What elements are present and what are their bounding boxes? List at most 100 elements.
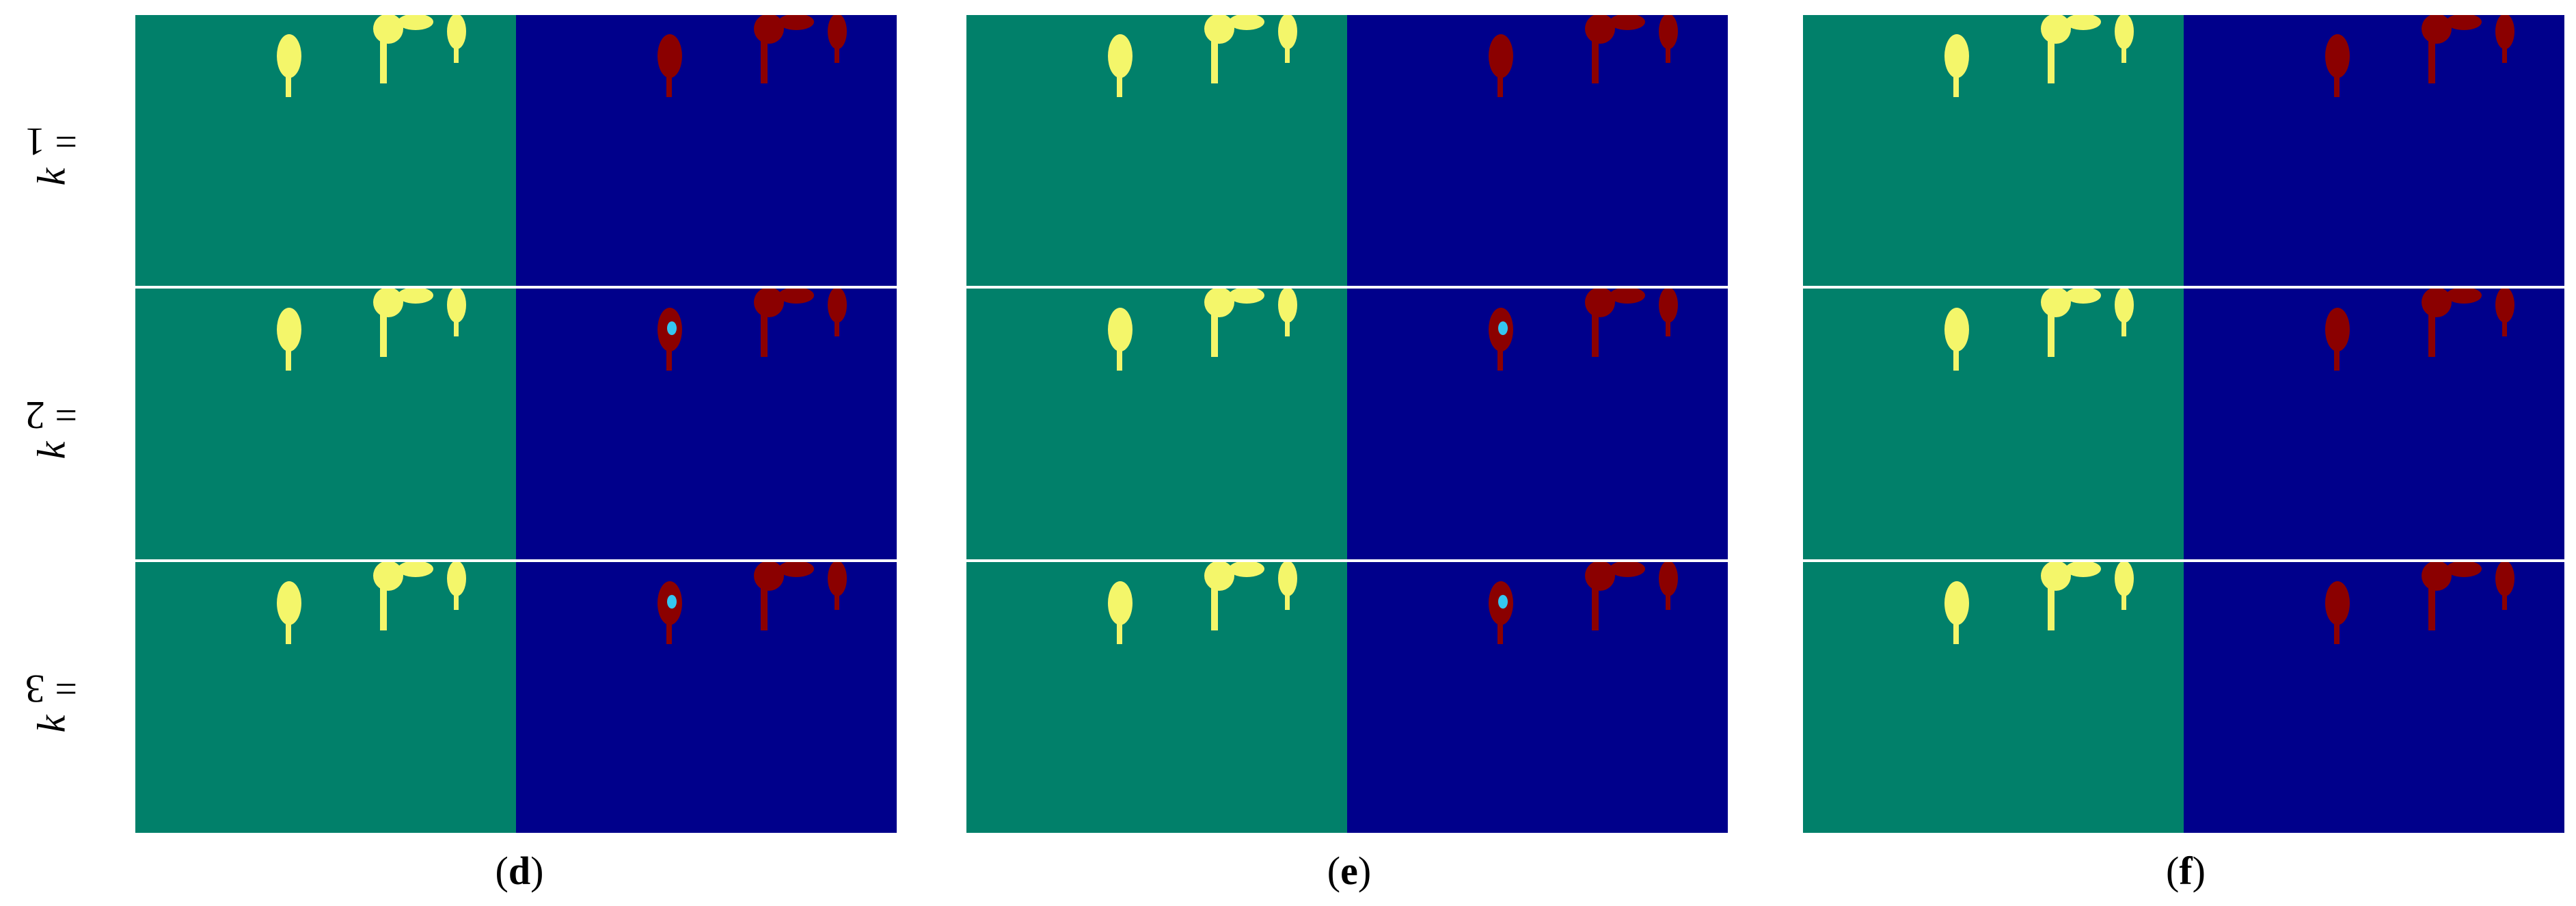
heatmap-blob: [2115, 289, 2134, 323]
heatmap-blob: [828, 562, 847, 596]
heatmap-blob: [1278, 289, 1297, 323]
heatmap-blob: [1610, 562, 1645, 577]
heatmap-blob: [1953, 617, 1959, 644]
heatmap-blob: [1117, 70, 1122, 97]
heatmap-blob: [1278, 15, 1297, 49]
heatmap-blob: [1211, 576, 1218, 630]
heatmap-blob: [380, 29, 387, 83]
panel-f-row-2-right-image: [2184, 289, 2564, 559]
heatmap-blob: [1659, 15, 1678, 49]
left-image-background: [135, 289, 516, 559]
heatmap-blob: [2115, 15, 2134, 49]
heatmap-blob: [2334, 70, 2340, 97]
heatmap-blob: [1229, 15, 1264, 30]
panel-d-row-3-right-image: [516, 562, 897, 833]
panel-d-row-1-left-image: [135, 15, 516, 286]
heatmap-blob: [1285, 309, 1290, 336]
heatmap-blob: [2428, 302, 2435, 357]
row-label-k1: k = 1: [25, 119, 78, 185]
heatmap-blob: [447, 15, 466, 49]
heatmap-blob: [286, 343, 291, 371]
heatmap-blob: [277, 34, 301, 78]
heatmap-blob: [1592, 576, 1599, 630]
panel-e-row-1-right-image: [1347, 15, 1728, 286]
heatmap-blob: [380, 302, 387, 357]
heatmap-blob: [447, 289, 466, 323]
heatmap-blob: [2495, 289, 2514, 323]
heatmap-blob: [286, 70, 291, 97]
heatmap-blob: [1953, 70, 1959, 97]
panel-e-row-3-left-image: [966, 562, 1347, 833]
left-image-background: [1803, 562, 2184, 833]
panel-f-row-3-right-image: [2184, 562, 2564, 833]
heatmap-blob: [761, 302, 768, 357]
heatmap-blob: [277, 308, 301, 351]
heatmap-blob: [2115, 562, 2134, 596]
left-image-background: [1803, 289, 2184, 559]
heatmap-blob: [454, 309, 459, 336]
panel-e-row-2-left-image: [966, 289, 1347, 559]
heatmap-blob: [2065, 289, 2101, 304]
heatmap-blob: [398, 562, 433, 577]
heatmap-blob: [1610, 15, 1645, 30]
heatmap-blob: [398, 289, 433, 304]
heatmap-blob: [1592, 29, 1599, 83]
right-image-background: [516, 15, 897, 286]
heatmap-blob: [1229, 289, 1264, 304]
heatmap-blob: [1229, 562, 1264, 577]
heatmap-highlight: [667, 595, 677, 609]
heatmap-blob: [398, 15, 433, 30]
heatmap-blob: [1108, 34, 1133, 78]
heatmap-blob: [761, 29, 768, 83]
heatmap-blob: [2334, 617, 2340, 644]
right-image-background: [516, 289, 897, 559]
heatmap-blob: [828, 289, 847, 323]
heatmap-blob: [828, 15, 847, 49]
right-image-background: [516, 562, 897, 833]
heatmap-blob: [1666, 309, 1670, 336]
heatmap-blob: [778, 289, 814, 304]
heatmap-blob: [2325, 581, 2350, 625]
heatmap-blob: [2502, 36, 2507, 63]
panel-f-row-1-right-image: [2184, 15, 2564, 286]
heatmap-blob: [666, 343, 672, 371]
heatmap-blob: [1666, 583, 1670, 610]
right-image-background: [2184, 562, 2564, 833]
heatmap-highlight: [1498, 321, 1508, 335]
heatmap-blob: [2048, 576, 2055, 630]
heatmap-blob: [1944, 34, 1969, 78]
panel-e-row-1-left-image: [966, 15, 1347, 286]
heatmap-blob: [2446, 289, 2482, 304]
left-image-background: [966, 562, 1347, 833]
heatmap-blob: [380, 576, 387, 630]
heatmap-blob: [1592, 302, 1599, 357]
heatmap-blob: [2495, 15, 2514, 49]
heatmap-blob: [1659, 289, 1678, 323]
panel-f-row-1-left-image: [1803, 15, 2184, 286]
heatmap-blob: [761, 576, 768, 630]
heatmap-blob: [778, 562, 814, 577]
caption-e: (e): [1327, 849, 1372, 893]
left-image-background: [135, 15, 516, 286]
heatmap-blob: [277, 581, 301, 625]
heatmap-blob: [1666, 36, 1670, 63]
right-image-background: [2184, 289, 2564, 559]
heatmap-blob: [454, 583, 459, 610]
panel-e-row-3-right-image: [1347, 562, 1728, 833]
heatmap-blob: [2495, 562, 2514, 596]
panel-d-row-3-left-image: [135, 562, 516, 833]
heatmap-blob: [835, 36, 839, 63]
right-image-background: [1347, 289, 1728, 559]
panel-f-row-2-left-image: [1803, 289, 2184, 559]
heatmap-blob: [2446, 562, 2482, 577]
left-image-background: [966, 289, 1347, 559]
caption-d: (d): [495, 849, 544, 893]
heatmap-blob: [666, 617, 672, 644]
heatmap-blob: [2325, 308, 2350, 351]
heatmap-blob: [2325, 34, 2350, 78]
right-image-background: [1347, 562, 1728, 833]
heatmap-blob: [2428, 29, 2435, 83]
heatmap-blob: [2502, 309, 2507, 336]
heatmap-blob: [1285, 583, 1290, 610]
heatmap-blob: [1659, 562, 1678, 596]
